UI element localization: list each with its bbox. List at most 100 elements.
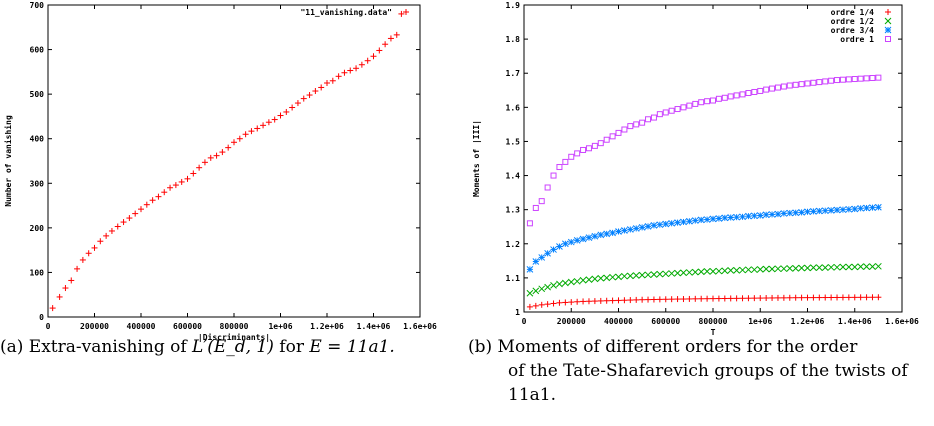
data-point <box>283 108 290 115</box>
data-point <box>74 265 81 272</box>
data-point <box>645 296 652 303</box>
data-point <box>674 219 681 226</box>
data-point <box>851 205 859 213</box>
data-point <box>324 80 330 86</box>
data-point <box>750 212 758 220</box>
data-point <box>49 305 56 312</box>
data-point <box>638 271 646 279</box>
data-point <box>155 193 162 200</box>
data-point <box>686 102 693 109</box>
y-tick-label: 100 <box>30 268 45 277</box>
data-point <box>704 98 711 105</box>
data-point <box>650 271 658 278</box>
series-4 <box>526 74 882 227</box>
data-point <box>798 264 805 272</box>
data-point <box>597 274 605 282</box>
data-point <box>756 266 764 273</box>
data-point <box>857 204 865 212</box>
data-point <box>591 232 599 240</box>
data-point <box>727 214 735 221</box>
data-point <box>184 175 191 182</box>
data-point <box>851 263 859 271</box>
data-point <box>645 116 652 123</box>
data-point <box>556 243 563 250</box>
data-point <box>834 77 841 84</box>
x-tick-label: 800000 <box>699 317 728 326</box>
y-tick-label: 1.1 <box>506 274 521 283</box>
data-point <box>751 88 758 95</box>
data-point <box>236 135 243 142</box>
data-point <box>774 294 781 301</box>
data-point <box>845 263 853 271</box>
y-tick-label: 1.4 <box>506 172 521 181</box>
y-tick-label: 1.5 <box>506 137 521 146</box>
data-point <box>656 296 663 303</box>
data-point <box>573 237 581 244</box>
data-point <box>56 293 63 300</box>
x-tick-label: 1.2e+06 <box>310 322 344 331</box>
data-point <box>329 77 336 84</box>
data-point <box>662 296 669 303</box>
data-point <box>869 74 876 81</box>
series-1 <box>49 10 405 312</box>
data-point <box>845 205 853 213</box>
data-point <box>574 150 581 157</box>
data-point <box>792 294 799 301</box>
data-point <box>692 295 699 302</box>
data-point <box>271 116 278 123</box>
data-point <box>207 154 214 161</box>
data-point <box>704 295 711 302</box>
data-point <box>698 99 705 106</box>
data-point <box>550 246 557 253</box>
data-point <box>668 270 676 277</box>
data-point <box>556 164 563 171</box>
data-point <box>62 285 69 292</box>
data-point <box>562 299 569 306</box>
data-point <box>715 215 723 222</box>
data-point <box>674 269 681 277</box>
data-point <box>579 235 587 243</box>
data-point <box>851 294 858 301</box>
data-point <box>786 294 793 301</box>
data-point <box>609 229 616 237</box>
data-point <box>398 10 405 17</box>
y-tick-label: 1.2 <box>506 240 521 249</box>
data-point <box>627 297 634 304</box>
y-tick-label: 1.8 <box>506 35 521 44</box>
data-point <box>526 266 534 273</box>
data-point <box>364 57 371 64</box>
data-point <box>656 270 664 278</box>
data-point <box>603 274 611 282</box>
y-tick-label: 500 <box>30 90 45 99</box>
data-point <box>739 295 746 302</box>
data-point <box>816 294 823 301</box>
data-point <box>727 267 735 274</box>
data-point <box>692 100 699 107</box>
data-point <box>621 297 628 304</box>
data-point <box>591 275 599 283</box>
y-tick-label: 200 <box>30 224 45 233</box>
data-point <box>615 129 622 136</box>
x-axis-label: T <box>711 328 716 337</box>
data-point <box>727 295 734 302</box>
data-point <box>745 266 752 274</box>
data-point <box>739 266 746 274</box>
data-point <box>827 206 835 214</box>
data-point <box>318 84 325 91</box>
data-point <box>550 282 557 289</box>
data-point <box>650 114 657 121</box>
data-point <box>857 294 864 301</box>
data-point <box>822 294 829 301</box>
caption-b: (b) Moments of different orders for the … <box>468 337 908 405</box>
data-point <box>810 264 817 272</box>
data-point <box>674 296 681 303</box>
legend-marker <box>884 17 892 25</box>
data-point <box>626 272 634 280</box>
data-point <box>526 220 533 227</box>
data-point <box>727 93 734 100</box>
data-point <box>733 92 740 99</box>
data-point <box>277 112 284 119</box>
data-point <box>662 109 669 116</box>
data-point <box>562 158 569 165</box>
data-point <box>201 159 208 166</box>
